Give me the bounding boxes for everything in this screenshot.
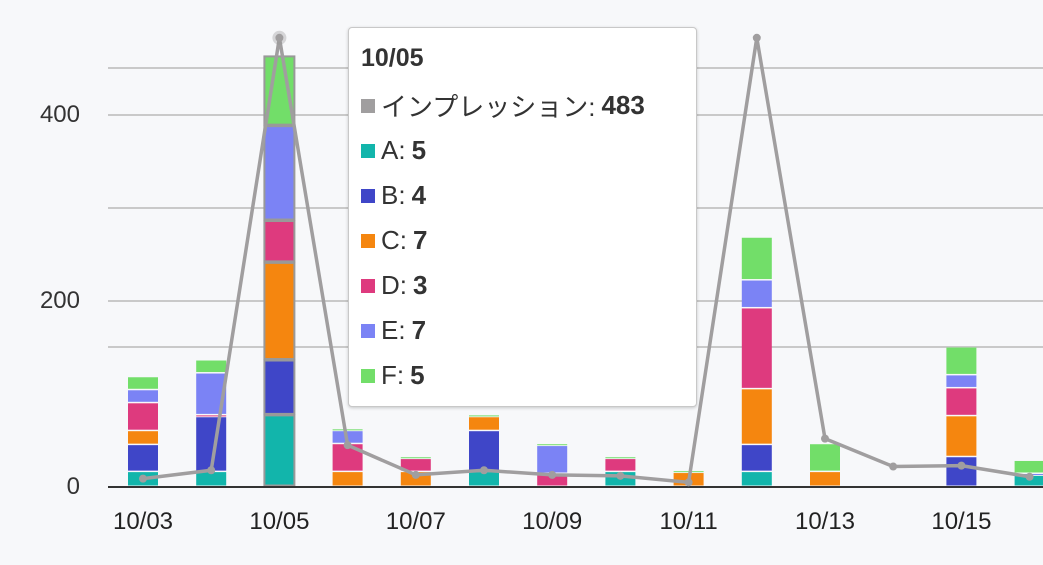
tooltip-row-d: D: 3 bbox=[361, 263, 684, 308]
bar-segment-d[interactable] bbox=[128, 403, 158, 430]
bar-segment-f[interactable] bbox=[537, 444, 568, 446]
bar-segment-e[interactable] bbox=[128, 390, 158, 402]
bar-segment-a[interactable] bbox=[196, 472, 227, 486]
line-point[interactable] bbox=[139, 474, 147, 483]
tooltip-row-f: F: 5 bbox=[361, 353, 684, 398]
y-tick-label: 0 bbox=[66, 473, 80, 500]
bar-segment-a[interactable] bbox=[741, 472, 772, 486]
bar-segment-a[interactable] bbox=[263, 414, 296, 487]
bar-segment-f[interactable] bbox=[810, 444, 840, 471]
line-point[interactable] bbox=[207, 466, 216, 475]
line-point[interactable] bbox=[957, 461, 966, 470]
bar-segment-c[interactable] bbox=[810, 472, 840, 486]
line-point[interactable] bbox=[752, 33, 761, 42]
bar-segment-e[interactable] bbox=[263, 125, 296, 221]
bar-segment-b[interactable] bbox=[946, 457, 977, 486]
x-tick-label: 10/13 bbox=[794, 508, 856, 535]
x-tick-label: 10/09 bbox=[522, 508, 583, 535]
line-point[interactable] bbox=[548, 470, 557, 479]
line-point[interactable] bbox=[1025, 472, 1034, 481]
line-point[interactable] bbox=[684, 478, 693, 487]
bar-segment-f[interactable] bbox=[400, 457, 431, 459]
bar-segment-f[interactable] bbox=[196, 360, 227, 373]
line-point[interactable] bbox=[480, 466, 488, 475]
bar-segment-b[interactable] bbox=[263, 359, 296, 415]
tooltip-row-impressions: インプレッション: 483 bbox=[361, 83, 684, 128]
bar-segment-b[interactable] bbox=[128, 445, 158, 471]
bar-segment-c[interactable] bbox=[332, 472, 363, 486]
bar-segment-e[interactable] bbox=[946, 375, 977, 387]
bar-segment-d[interactable] bbox=[605, 459, 636, 471]
impressions-swatch-icon bbox=[361, 98, 375, 113]
tooltip-row-a: A: 5 bbox=[361, 128, 684, 173]
x-tick-label: 10/15 bbox=[931, 508, 992, 535]
tooltip-row-b: B: 4 bbox=[361, 173, 684, 218]
bar-segment-d[interactable] bbox=[741, 308, 772, 388]
bar-segment-e[interactable] bbox=[537, 446, 568, 473]
line-point[interactable] bbox=[275, 33, 284, 42]
x-tick-label: 10/05 bbox=[249, 508, 310, 535]
x-tick-label: 10/11 bbox=[659, 508, 718, 535]
bar-segment-d[interactable] bbox=[400, 459, 431, 471]
series-c-swatch-icon bbox=[361, 233, 375, 248]
impressions-line bbox=[142, 37, 1030, 485]
tooltip-row-c: C: 7 bbox=[361, 218, 684, 263]
series-d-swatch-icon bbox=[361, 278, 375, 293]
bar-segment-f[interactable] bbox=[1014, 460, 1043, 473]
line-point[interactable] bbox=[889, 462, 898, 471]
bar-segment-d[interactable] bbox=[263, 220, 296, 263]
line-point[interactable] bbox=[343, 441, 352, 450]
bar-segment-c[interactable] bbox=[263, 261, 296, 361]
x-tick-label: 10/03 bbox=[112, 508, 174, 535]
bar-segment-f[interactable] bbox=[741, 237, 772, 280]
bar-segment-d[interactable] bbox=[537, 473, 568, 486]
bar-segment-f[interactable] bbox=[946, 347, 977, 374]
bar-segment-e[interactable] bbox=[741, 280, 772, 307]
bar-segment-b[interactable] bbox=[469, 431, 499, 471]
bar-segment-d[interactable] bbox=[946, 388, 977, 415]
y-tick-label: 400 bbox=[39, 101, 80, 128]
bar-segment-f[interactable] bbox=[469, 415, 499, 417]
series-f-swatch-icon bbox=[361, 368, 375, 383]
bar-segment-f[interactable] bbox=[128, 377, 158, 389]
series-e-swatch-icon bbox=[361, 323, 375, 338]
bar-segment-c[interactable] bbox=[741, 389, 772, 444]
bar-segment-f[interactable] bbox=[332, 429, 363, 431]
y-tick-label: 200 bbox=[39, 287, 80, 314]
series-b-swatch-icon bbox=[361, 188, 375, 203]
tooltip-title: 10/05 bbox=[361, 44, 424, 72]
bar-segment-f[interactable] bbox=[605, 457, 636, 459]
bar-segment-b[interactable] bbox=[741, 445, 772, 471]
bar-segment-d[interactable] bbox=[196, 415, 227, 417]
bar-segment-c[interactable] bbox=[128, 431, 158, 444]
line-point[interactable] bbox=[616, 471, 625, 480]
bar-segment-c[interactable] bbox=[469, 417, 499, 430]
series-a-swatch-icon bbox=[361, 143, 375, 158]
bar-segment-c[interactable] bbox=[946, 416, 977, 456]
line-point[interactable] bbox=[821, 434, 829, 443]
line-point[interactable] bbox=[411, 470, 420, 479]
tooltip-row-e: E: 7 bbox=[361, 308, 684, 353]
x-tick-label: 10/07 bbox=[385, 508, 446, 535]
tooltip: 10/05 インプレッション: 483 A: 5 B: 4 C: 7 D: 3 E: 7 F… bbox=[348, 27, 697, 407]
bar-segment-a[interactable] bbox=[469, 472, 499, 486]
